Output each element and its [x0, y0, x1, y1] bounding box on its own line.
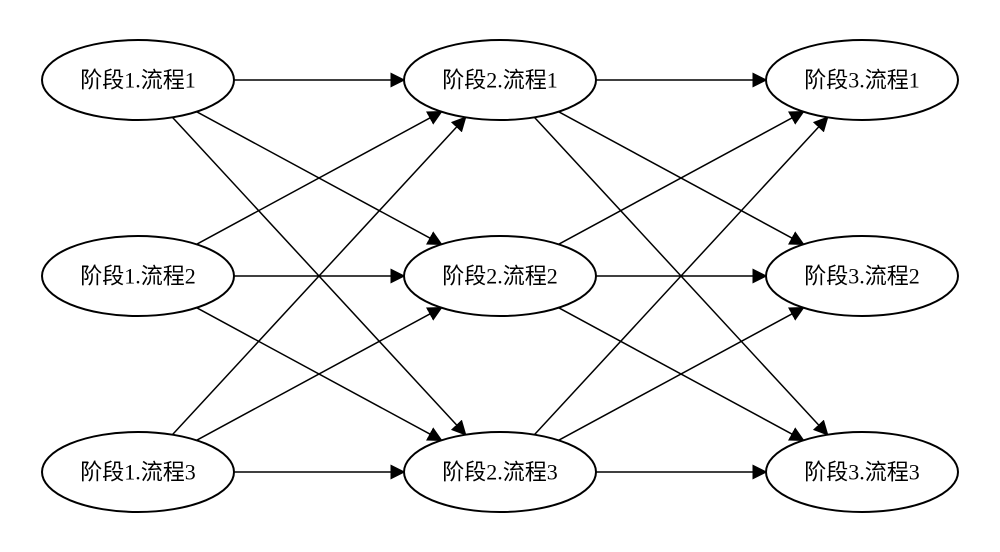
node-label: 阶段3.流程1 — [804, 68, 920, 93]
flow-node: 阶段3.流程3 — [766, 432, 958, 512]
flow-node: 阶段1.流程3 — [42, 432, 234, 512]
node-label: 阶段2.流程3 — [442, 460, 558, 485]
node-label: 阶段2.流程2 — [442, 264, 558, 289]
flow-node: 阶段2.流程3 — [404, 432, 596, 512]
flow-node: 阶段2.流程2 — [404, 236, 596, 316]
node-label: 阶段1.流程2 — [80, 264, 196, 289]
nodes-layer: 阶段1.流程1 阶段1.流程2 阶段1.流程3 阶段2.流程1 阶段2.流程2 阶段2.流… — [42, 40, 958, 512]
flow-node: 阶段1.流程2 — [42, 236, 234, 316]
node-label: 阶段1.流程1 — [80, 68, 196, 93]
flow-node: 阶段2.流程1 — [404, 40, 596, 120]
flow-node: 阶段1.流程1 — [42, 40, 234, 120]
flow-diagram: 阶段1.流程1 阶段1.流程2 阶段1.流程3 阶段2.流程1 阶段2.流程2 阶段2.流… — [0, 0, 1000, 552]
node-label: 阶段3.流程2 — [804, 264, 920, 289]
node-label: 阶段1.流程3 — [80, 460, 196, 485]
node-label: 阶段2.流程1 — [442, 68, 558, 93]
flow-node: 阶段3.流程2 — [766, 236, 958, 316]
node-label: 阶段3.流程3 — [804, 460, 920, 485]
flow-node: 阶段3.流程1 — [766, 40, 958, 120]
